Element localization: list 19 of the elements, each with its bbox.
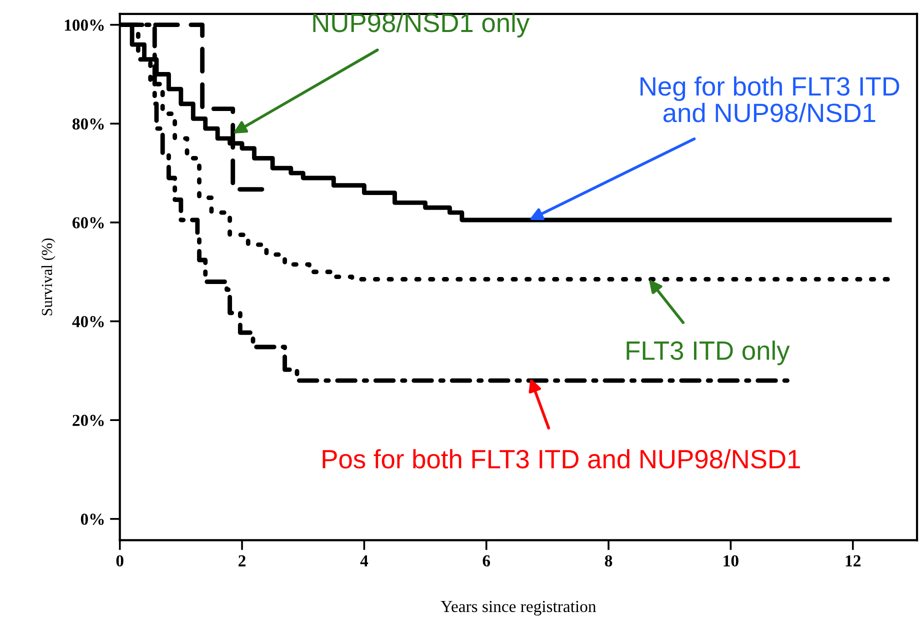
x-tick-label: 6 [482,555,490,566]
y-tick-label: 100% [64,20,104,31]
x-tick-label: 4 [360,555,368,566]
y-tick-label: 60% [72,217,104,228]
x-tick-label: 0 [116,555,124,566]
x-tick-label: 10 [724,555,738,566]
annotation: NUP98/NSD1 only [313,12,530,38]
x-tick-label: 2 [238,555,246,566]
y-tick-label: 20% [72,414,104,426]
y-axis-title: Survival (%) [41,238,56,316]
annotation: Pos for both FLT3 ITD and NUP98/NSD1 [322,449,800,469]
y-tick-label: 40% [72,316,104,328]
annotation: FLT3 ITD only [626,340,790,366]
y-tick-label: 0% [80,514,104,525]
annotation: Neg for both FLT3 ITD and NUP98/NSD1 [640,76,900,122]
x-axis-title: Years since registration [440,600,596,616]
y-tick-label: 80% [72,118,104,130]
x-tick-label: 8 [604,555,612,566]
x-tick-label: 12 [846,555,860,566]
